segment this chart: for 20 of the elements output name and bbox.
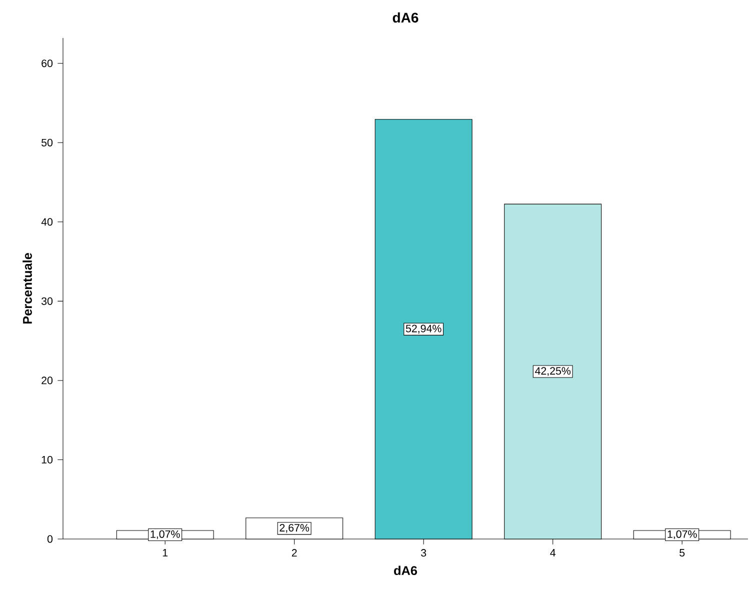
y-tick-label: 0 — [47, 535, 53, 543]
data-label: 42,25% — [535, 367, 571, 376]
x-tick-label: 3 — [421, 549, 426, 557]
data-label: 52,94% — [406, 324, 442, 334]
y-tick-label: 40 — [41, 218, 53, 226]
x-tick-label: 2 — [292, 549, 297, 556]
chart-title: dA6 — [392, 12, 418, 23]
x-tick-label: 4 — [550, 549, 556, 556]
data-label: 1,07% — [150, 530, 180, 540]
x-tick-label: 5 — [680, 549, 685, 556]
x-axis-title: dA6 — [394, 566, 418, 576]
y-tick-label: 20 — [42, 376, 53, 384]
y-tick-label: 10 — [42, 456, 53, 464]
y-axis-title: Percentuale — [22, 253, 32, 324]
y-tick-label: 60 — [42, 60, 53, 68]
y-tick-label: 50 — [42, 138, 53, 146]
data-label: 2,67% — [280, 524, 310, 533]
data-label: 1,07% — [668, 530, 697, 540]
y-tick-label: 30 — [41, 297, 53, 305]
x-tick-label: 1 — [162, 549, 168, 556]
